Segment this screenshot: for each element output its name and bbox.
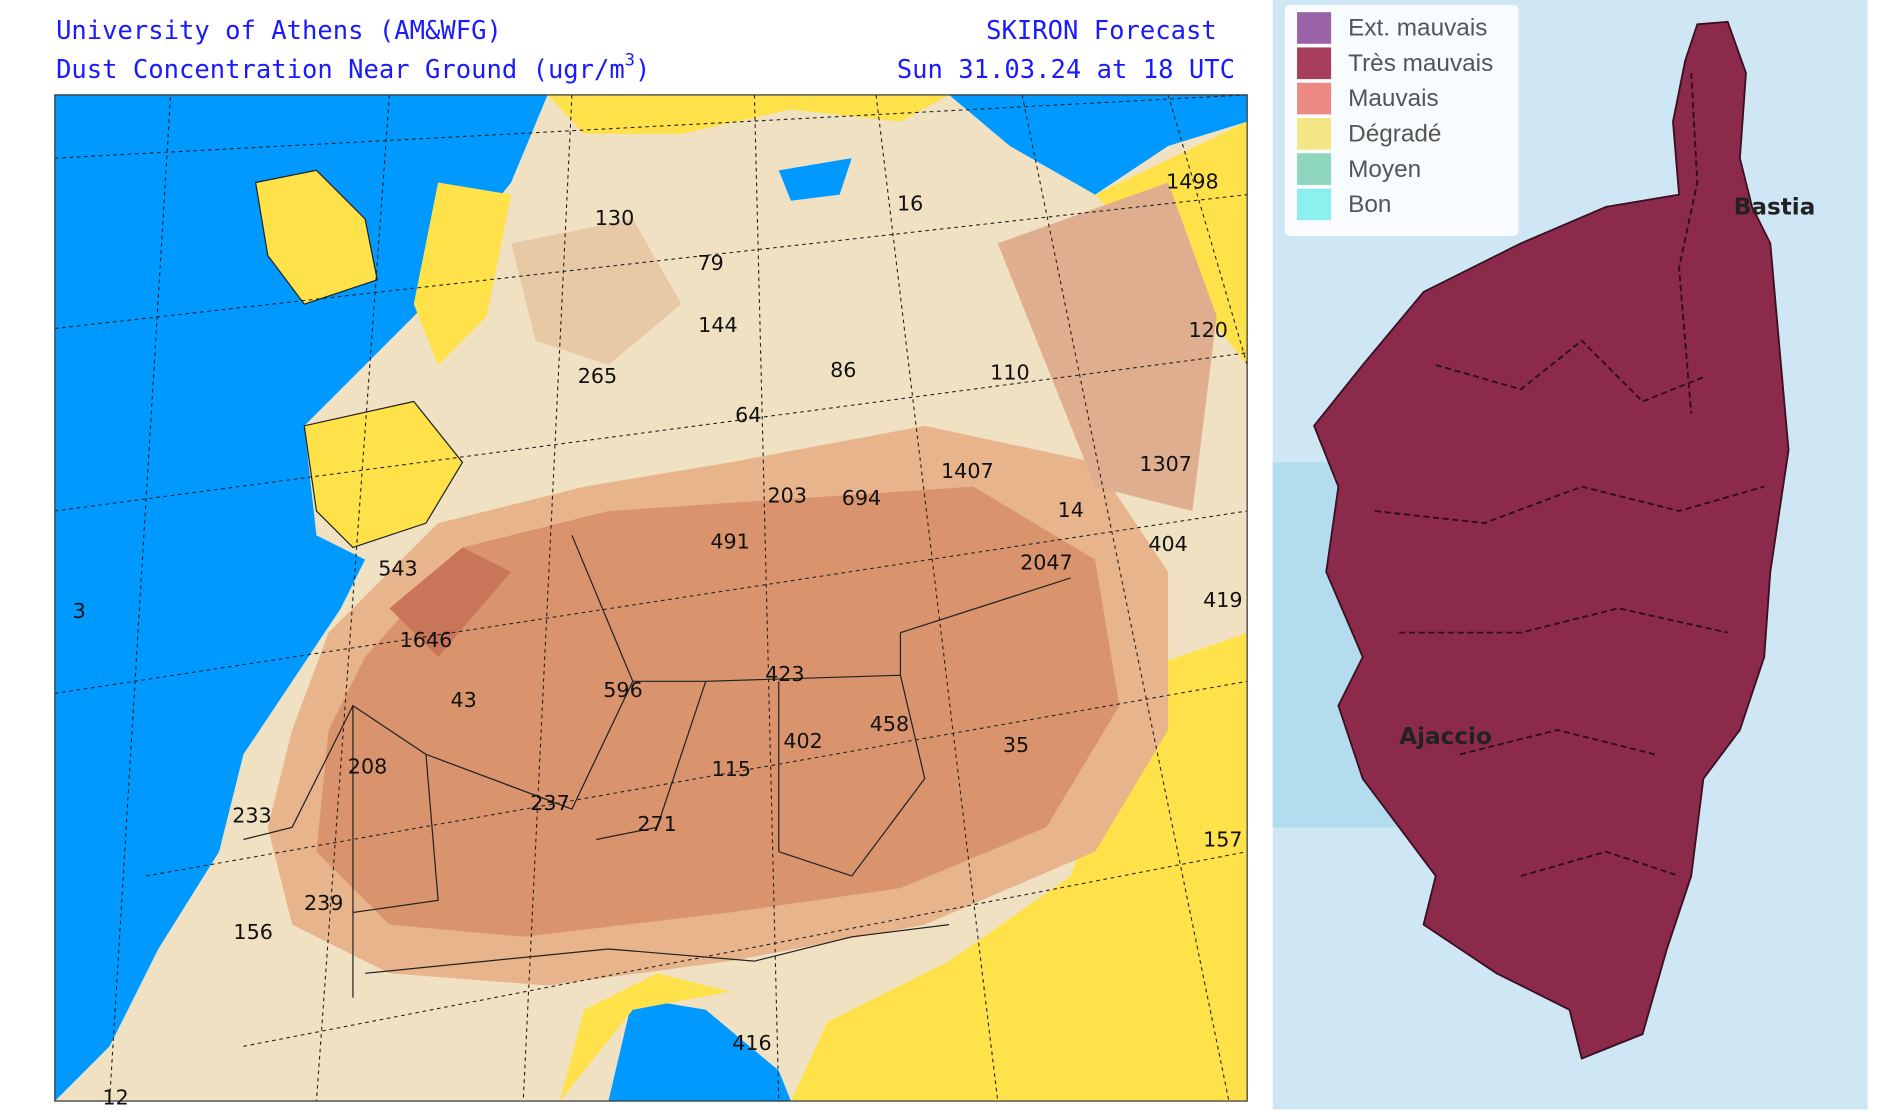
map-value-label: 416: [732, 1031, 771, 1055]
header-product: SKIRON Forecast: [986, 16, 1217, 46]
field-close: ): [635, 55, 650, 85]
map-labels: 1498 16 130 79 144 120 265 86 110 64 1307 1407 203 69…: [73, 169, 1243, 1109]
map-value-label: 110: [990, 361, 1029, 385]
map-value-label: 14: [1058, 498, 1084, 522]
map-value-label: 543: [378, 556, 417, 580]
legend-label: Ext. mauvais: [1348, 15, 1487, 42]
legend-label: Moyen: [1348, 156, 1421, 183]
map-value-label: 271: [637, 812, 676, 836]
map-value-label: 208: [348, 755, 387, 779]
map-value-label: 596: [603, 678, 642, 702]
map-value-label: 115: [712, 757, 751, 781]
map-value-label: 237: [530, 791, 569, 815]
map-value-label: 1646: [400, 628, 453, 652]
map-value-label: 265: [578, 364, 617, 388]
map-value-label: 402: [783, 729, 822, 753]
map-value-label: 1498: [1166, 169, 1219, 193]
legend-box: [1284, 4, 1519, 237]
field-text: Dust Concentration Near Ground (ugr/m: [56, 55, 625, 85]
city-label: Bastia: [1734, 195, 1816, 221]
map-value-label: 12: [103, 1086, 129, 1110]
map-value-label: 233: [232, 803, 271, 827]
map-value-label: 120: [1188, 318, 1227, 342]
map-value-label: 203: [768, 483, 807, 507]
map-value-label: 458: [870, 712, 909, 736]
map-value-label: 35: [1003, 733, 1029, 757]
map-value-label: 419: [1203, 588, 1242, 612]
legend-swatch: [1297, 47, 1332, 80]
map-value-label: 491: [710, 530, 749, 554]
map-value-label: 239: [304, 891, 343, 915]
map-value-label: 404: [1148, 532, 1187, 556]
header-field: Dust Concentration Near Ground (ugr/m3): [56, 51, 650, 85]
map-value-label: 64: [735, 403, 761, 427]
map-value-label: 79: [697, 251, 723, 275]
legend-swatch: [1297, 188, 1332, 221]
legend-swatch: [1297, 82, 1332, 115]
map-value-label: 3: [73, 599, 86, 623]
legend-label: Dégradé: [1348, 120, 1441, 147]
legend-label: Bon: [1348, 191, 1391, 218]
aq-map: Ext. mauvais Très mauvais Mauvais Dégradé Mo…: [1272, 0, 1868, 1110]
map-value-label: 156: [233, 920, 272, 944]
city-label: Ajaccio: [1399, 724, 1492, 750]
map-value-label: 16: [897, 191, 923, 215]
legend-swatch: [1297, 12, 1332, 44]
map-value-label: 2047: [1020, 550, 1073, 574]
header-valid: Sun 31.03.24 at 18 UTC: [897, 55, 1235, 85]
map-value-label: 43: [450, 688, 476, 712]
unit-exponent: 3: [625, 51, 635, 71]
map-value-label: 1407: [941, 459, 994, 483]
map-value-label: 694: [842, 486, 881, 510]
map-value-label: 423: [765, 662, 804, 686]
map-value-label: 1307: [1139, 452, 1192, 476]
header-org: University of Athens (AM&WFG): [56, 16, 502, 46]
legend-label: Très mauvais: [1348, 50, 1493, 77]
map-value-label: 144: [698, 313, 737, 337]
map-value-label: 157: [1203, 828, 1242, 852]
legend-label: Mauvais: [1348, 85, 1439, 112]
map-value-label: 86: [830, 358, 856, 382]
legend: Ext. mauvais Très mauvais Mauvais Dégradé Mo…: [1297, 12, 1493, 221]
legend-swatch: [1297, 153, 1332, 185]
map-value-label: 130: [595, 206, 634, 230]
legend-swatch: [1297, 118, 1332, 150]
dust-map: 1498 16 130 79 144 120 265 86 110 64 1307 1407 203 69…: [54, 94, 1248, 1110]
